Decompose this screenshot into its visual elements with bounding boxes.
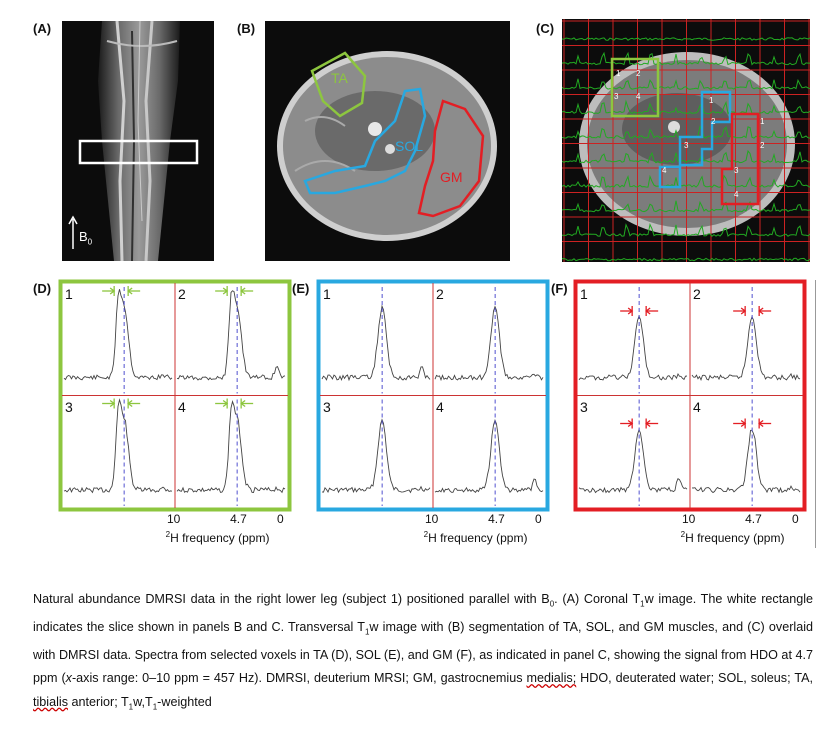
panel-b-label: (B) — [237, 21, 256, 36]
panel-e-spectra — [316, 279, 550, 512]
transversal-mri-segmentation: TA SOL GM — [265, 21, 510, 261]
voxel-spectrum-row — [562, 257, 810, 262]
dmrsi-overlay-image: 1 2 3 4 1 2 3 4 1 2 3 4 — [562, 19, 810, 262]
dmrsi-grid — [562, 19, 810, 262]
ta-voxel-1: 1 — [616, 69, 621, 78]
axis-tick-label: 4.7 — [230, 512, 247, 526]
quadrant-number: 4 — [436, 398, 444, 415]
sol-segment-label: SOL — [395, 138, 424, 154]
sol-voxel-2: 2 — [711, 117, 716, 126]
panel-f-label: (F) — [551, 281, 568, 296]
panel-a-label: (A) — [33, 21, 52, 36]
b0-label: B0 — [79, 229, 93, 247]
quadrant-number: 2 — [178, 286, 186, 302]
quadrant-number: 1 — [323, 286, 331, 302]
slice-rectangle — [78, 139, 199, 165]
spectrum-trace — [321, 418, 431, 494]
axis-tick-label: 0 — [791, 512, 799, 526]
voxel-spectrum-row — [562, 174, 810, 189]
sol-voxel-1: 1 — [709, 96, 714, 105]
ta-voxel-2: 2 — [636, 69, 641, 78]
axis-xlabel: 2H frequency (ppm) — [165, 530, 270, 545]
spectrum-trace — [63, 289, 173, 381]
voxel-spectrum-row — [562, 200, 810, 213]
spectrum-trace — [176, 400, 286, 494]
ta-segment-label: TA — [331, 70, 348, 86]
voxel-spectrum-row — [562, 51, 810, 66]
quadrant-number: 2 — [693, 286, 701, 302]
panel-c-label: (C) — [536, 21, 555, 36]
gm-voxel-4: 4 — [734, 190, 739, 199]
panel-d-label: (D) — [33, 281, 52, 296]
spectrum-trace — [176, 290, 286, 381]
axis-tick-label: 4.7 — [488, 512, 505, 526]
quadrant-number: 3 — [580, 398, 588, 415]
panel-f-spectra — [573, 279, 807, 512]
quadrant-number: 1 — [65, 286, 73, 302]
panel-d-spectra — [58, 279, 292, 512]
spectrum-trace — [321, 304, 431, 382]
sol-voxel-4: 4 — [662, 166, 667, 175]
spectrum-trace — [578, 314, 688, 381]
spectrum-trace — [434, 418, 544, 494]
axis-tick-label: 10 — [425, 512, 439, 526]
voxel-spectrum-row — [562, 78, 810, 90]
axis-tick-label: 4.7 — [745, 512, 762, 526]
quadrant-number: 4 — [693, 398, 701, 415]
axis-tick-label: 10 — [682, 512, 696, 526]
sol-voxel-3: 3 — [684, 141, 689, 150]
gm-voxel-3: 3 — [734, 166, 739, 175]
gm-segment-label: GM — [440, 169, 463, 185]
ta-voxel-3: 3 — [614, 92, 619, 101]
spectrum-trace — [63, 398, 173, 494]
quadrant-number: 1 — [580, 286, 588, 302]
voxel-spectrum-row — [562, 37, 810, 41]
figure-caption: Natural abundance DMRSI data in the righ… — [33, 592, 814, 712]
quadrant-number: 2 — [436, 286, 444, 302]
spectrum-trace — [578, 428, 688, 494]
axis-tick-label: 0 — [534, 512, 542, 526]
gm-voxel-2: 2 — [760, 141, 765, 150]
spectrum-trace — [691, 429, 801, 494]
axis-xlabel: 2H frequency (ppm) — [680, 530, 785, 545]
quadrant-number: 4 — [178, 398, 186, 415]
spectrum-trace — [434, 305, 544, 382]
ta-voxel-4: 4 — [636, 92, 641, 101]
quadrant-number: 3 — [323, 398, 331, 415]
panel-e-label: (E) — [292, 281, 310, 296]
voxel-spectrum-row — [562, 99, 810, 115]
right-divider — [815, 280, 816, 548]
voxel-spectrum-row — [562, 149, 810, 164]
spectrum-trace — [691, 315, 801, 382]
voxel-spectrum-row — [562, 223, 810, 237]
coronal-mri-image: B0 — [62, 21, 214, 261]
quadrant-number: 3 — [65, 398, 73, 415]
gm-voxel-1: 1 — [760, 117, 765, 126]
axis-tick-label: 10 — [167, 512, 181, 526]
axis-xlabel: 2H frequency (ppm) — [423, 530, 528, 545]
axis-tick-label: 0 — [276, 512, 284, 526]
coronal-leg-drawing — [68, 21, 199, 261]
